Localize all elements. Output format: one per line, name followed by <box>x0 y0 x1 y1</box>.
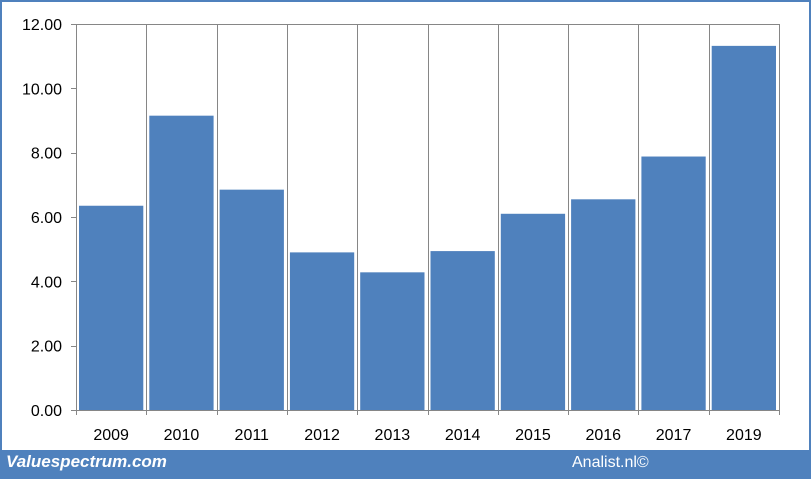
x-tick-label: 2015 <box>515 427 551 444</box>
bars <box>79 45 776 411</box>
footer-bar <box>0 450 811 479</box>
x-tick-label: 2019 <box>726 427 762 444</box>
x-tick-label: 2010 <box>164 427 200 444</box>
y-tick-label: 10.00 <box>22 81 62 98</box>
y-tick-label: 4.00 <box>31 274 62 291</box>
bar-2013 <box>360 272 425 410</box>
x-tick-label: 2009 <box>93 427 129 444</box>
footer-site-name: Valuespectrum.com <box>6 452 167 471</box>
bar-2011 <box>219 189 284 410</box>
x-tick-label: 2017 <box>656 427 692 444</box>
x-tick-labels: 2009 2010 2011 2012 2013 2014 2015 2016 2017 2019 <box>93 427 761 444</box>
y-tick-label: 6.00 <box>31 210 62 227</box>
y-tick-label: 2.00 <box>31 339 62 356</box>
bar-2017 <box>641 156 706 410</box>
x-tick-label: 2016 <box>585 427 621 444</box>
bar-2009 <box>79 205 144 410</box>
bar-2016 <box>571 199 636 410</box>
y-tick-label: 0.00 <box>31 403 62 420</box>
bar-2010 <box>149 115 214 411</box>
bar-2019 <box>711 45 776 411</box>
x-tick-label: 2012 <box>304 427 340 444</box>
footer-copyright: Analist.nl© <box>572 454 649 471</box>
y-tick-label: 12.00 <box>22 17 62 34</box>
axes <box>71 24 780 415</box>
x-tick-label: 2014 <box>445 427 481 444</box>
y-tick-label: 8.00 <box>31 146 62 163</box>
y-tick-labels: 0.00 2.00 4.00 6.00 8.00 10.00 12.00 <box>22 17 62 420</box>
bar-2014 <box>430 251 495 410</box>
x-tick-label: 2011 <box>235 427 270 444</box>
bar-2012 <box>289 252 355 410</box>
bar-2015 <box>500 213 566 410</box>
grid-lines <box>76 24 780 410</box>
x-tick-label: 2013 <box>375 427 411 444</box>
